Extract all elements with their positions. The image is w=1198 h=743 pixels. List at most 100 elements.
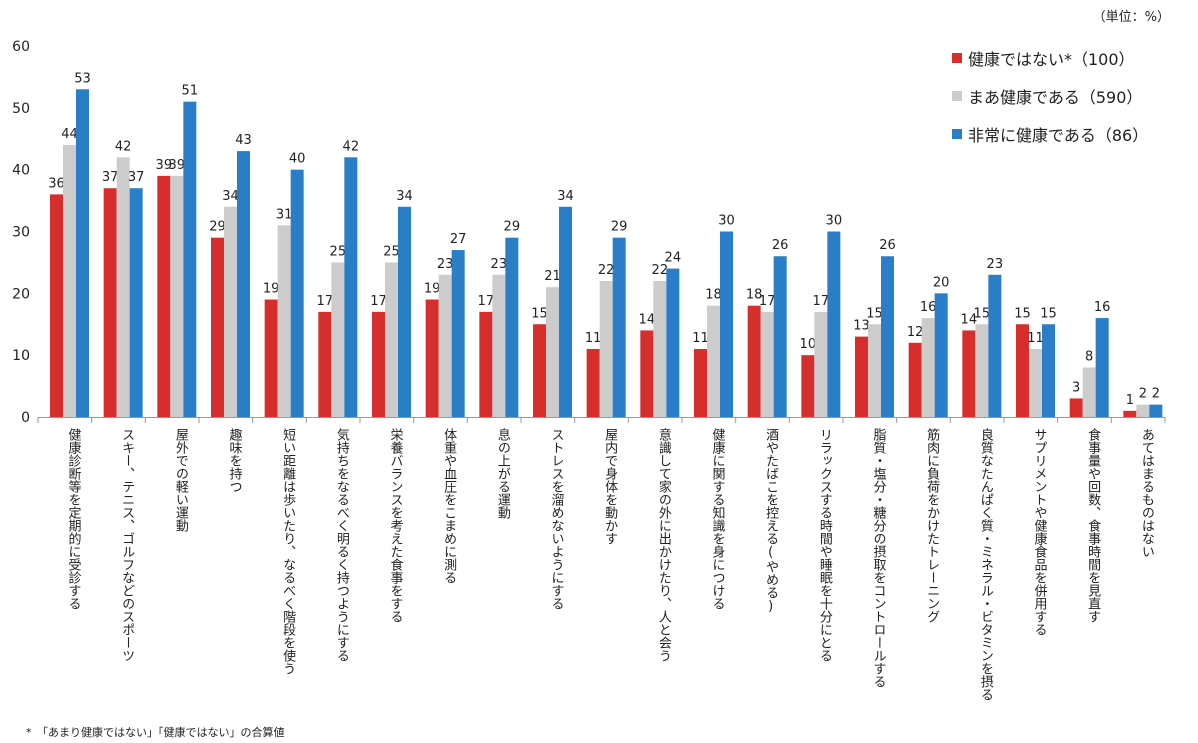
data-label: 15 — [1040, 306, 1057, 321]
data-label: 15 — [974, 306, 991, 321]
legend-item-fairly-healthy: まあ健康である（590） — [952, 84, 1148, 108]
data-label: 15 — [866, 306, 883, 321]
data-label: 31 — [276, 207, 293, 222]
bar — [183, 101, 197, 418]
data-label: 2 — [1152, 387, 1160, 402]
data-label: 21 — [544, 269, 561, 284]
data-label: 17 — [813, 294, 830, 309]
bar — [237, 151, 250, 417]
data-label: 22 — [652, 263, 669, 278]
category-label: 脂質・塩分・糖分の摂取をコントロールする — [870, 428, 886, 688]
bar — [1095, 318, 1109, 417]
y-tick-label: 10 — [12, 348, 30, 364]
data-label: 17 — [759, 294, 776, 309]
category-label: 良質なたんぱく質・ミネラル・ビタミンを摂る — [977, 428, 993, 701]
data-label: 1 — [1126, 393, 1134, 408]
bar — [157, 175, 171, 417]
bar — [277, 225, 291, 417]
bar — [1149, 404, 1163, 417]
data-label: 23 — [491, 257, 508, 272]
bar — [1123, 410, 1137, 417]
bar — [599, 280, 613, 417]
category-label: リラックスする時間や睡眠を十分にとる — [816, 428, 832, 662]
bar — [451, 250, 465, 417]
bar — [559, 206, 572, 417]
data-label: 14 — [961, 312, 978, 327]
data-label: 42 — [343, 139, 360, 154]
legend-swatch-fairly-healthy — [952, 91, 962, 101]
data-label: 23 — [987, 257, 1004, 272]
data-label: 11 — [692, 331, 709, 346]
bar — [1136, 404, 1150, 417]
data-label: 27 — [450, 232, 467, 247]
bar — [129, 188, 143, 417]
category-label: あてはまるものはない — [1138, 428, 1154, 558]
bar — [921, 318, 935, 417]
y-tick-label: 20 — [12, 286, 30, 302]
data-label: 12 — [907, 325, 924, 340]
bar — [398, 206, 411, 417]
bar — [720, 231, 733, 417]
bar — [801, 355, 815, 417]
bar — [211, 237, 224, 417]
data-label: 19 — [263, 282, 280, 297]
data-label: 15 — [531, 306, 548, 321]
footnote: * 「あまり健康ではない」「健康ではない」の合算値 — [26, 726, 285, 739]
bar — [988, 274, 1002, 417]
bar — [855, 336, 868, 417]
y-tick-label: 50 — [12, 101, 30, 117]
unit-note: （単位：%） — [1092, 10, 1170, 25]
bar — [868, 324, 881, 417]
y-tick-label: 60 — [12, 39, 30, 55]
category-label: 健康診断等を定期的に受診する — [65, 428, 81, 610]
bar — [290, 169, 304, 417]
data-label: 30 — [826, 214, 843, 229]
data-label: 16 — [1094, 300, 1111, 315]
data-label: 24 — [665, 251, 682, 266]
bar — [505, 237, 519, 417]
data-label: 39 — [156, 158, 173, 173]
bar — [331, 262, 345, 417]
bar — [546, 287, 559, 417]
y-tick-label: 0 — [21, 410, 30, 426]
data-label: 8 — [1085, 350, 1093, 365]
data-label: 25 — [383, 244, 400, 259]
data-label: 23 — [437, 257, 454, 272]
data-label: 18 — [705, 288, 722, 303]
data-label: 19 — [424, 282, 441, 297]
bar — [975, 324, 989, 417]
data-label: 17 — [317, 294, 334, 309]
y-tick-label: 40 — [12, 163, 30, 179]
category-label: 酒やたばこを控える(やめる) — [763, 428, 779, 614]
data-label: 2 — [1139, 387, 1147, 402]
data-label: 18 — [746, 288, 763, 303]
category-label: 趣味を持つ — [226, 428, 242, 493]
data-label: 20 — [933, 275, 950, 290]
data-label: 36 — [48, 176, 65, 191]
category-label: 屋外での軽い運動 — [172, 428, 188, 532]
bar — [425, 299, 439, 417]
bar — [881, 256, 894, 417]
category-label: 短い距離は歩いたり、なるべく階段を使う — [280, 428, 296, 675]
bar — [640, 330, 654, 417]
bar — [586, 348, 600, 417]
data-label: 51 — [182, 84, 199, 99]
category-label: 意識して家の外に出かけたり、人と会う — [655, 428, 671, 662]
data-label: 17 — [478, 294, 495, 309]
category-label: 栄養バランスを考えた食事をする — [387, 428, 403, 623]
bar — [1069, 398, 1083, 417]
data-label: 16 — [920, 300, 937, 315]
bar — [908, 342, 922, 417]
data-label: 29 — [504, 220, 521, 235]
data-label: 29 — [209, 220, 226, 235]
bar — [533, 324, 546, 417]
bar — [170, 175, 184, 417]
data-label: 25 — [330, 244, 347, 259]
data-label: 39 — [169, 158, 186, 173]
bar — [116, 157, 130, 418]
data-label: 15 — [1014, 306, 1031, 321]
category-label: 体重や血圧をこまめに測る — [441, 428, 457, 584]
legend-label-fairly-healthy: まあ健康である（590） — [968, 88, 1143, 107]
bar — [1029, 348, 1042, 417]
category-label: スキー、テニス、ゴルフなどのスポーツ — [119, 428, 135, 662]
